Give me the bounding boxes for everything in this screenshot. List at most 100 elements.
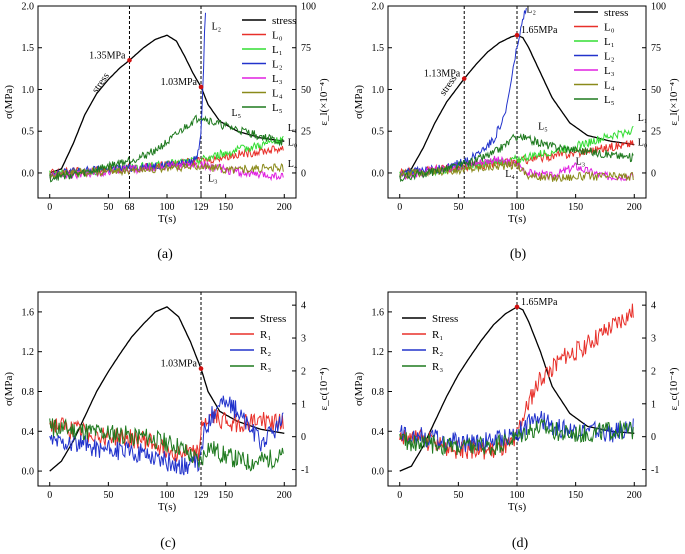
y-tick-label: 2.0 [22,2,35,13]
x-tick-label: 150 [568,490,583,501]
y2-tick-label: 75 [651,43,661,54]
curve-label-l0: L₀ [638,137,648,148]
legend-label-r1: R₁ [260,329,271,341]
y-tick-label: 0.0 [372,467,385,478]
legend-label-l4: L₄ [272,88,283,100]
legend-label-l2: L₂ [604,51,615,63]
curve-label-l0: L₀ [288,137,298,148]
x-axis-label: T(s) [508,501,527,513]
legend-label-r3: R₃ [432,361,443,373]
series-line-stress [49,34,285,174]
y-tick-label: 1.6 [22,307,35,318]
y-axis-label: σ(MPa) [3,85,15,119]
x-tick-label: 150 [568,202,583,213]
x-tick-label: 50 [453,202,463,213]
legend-label-r3: R₃ [260,361,271,373]
x-tick-label: 150 [218,490,233,501]
series-line-l2 [49,12,206,178]
x-tick-label: 129 [194,202,209,213]
series-line-l4 [399,159,634,183]
y-tick-label: 1.0 [372,85,385,96]
y2-tick-label: 50 [301,85,311,96]
series-line-r1 [49,409,284,463]
x-tick-label: 129 [194,490,209,501]
legend-label-stress: Stress [260,313,286,325]
y2-tick-label: 25 [301,127,311,138]
x-tick-label: 200 [627,490,642,501]
legend-label-r1: R₁ [432,329,443,341]
legend-label-l5: L₅ [604,94,615,106]
legend-label-l1: L₁ [272,44,283,56]
y2-tick-label: 100 [301,2,316,13]
y-tick-label: 1.5 [22,43,35,54]
chart-panel-1: 0 50 68 100 129 150 200 0.0 0.5 1.0 1.5 2.0 0 25 50 75 1… [3,2,330,226]
y2-tick-label: 0 [651,432,656,443]
x-tick-label: 150 [218,202,233,213]
legend-label-r2: R₂ [260,345,271,357]
x-tick-label: 100 [160,490,175,501]
curve-label-l5: L₅ [232,108,242,119]
legend-label-r2: R₂ [432,345,443,357]
annotated-point [514,304,520,310]
point-annotation: 1.03MPa [161,77,198,88]
x-tick-label: 50 [103,490,113,501]
y2-tick-label: 2 [651,366,656,377]
y2-tick-label: -1 [651,465,659,476]
curve-label-l1: L₁ [288,123,298,134]
y2-tick-label: 0 [301,432,306,443]
x-tick-label: 0 [47,490,52,501]
legend-label-l3: L₃ [272,73,283,85]
curve-label-stress: stress [90,71,112,96]
legend-label-stress: stress [604,7,628,19]
x-tick-label: 100 [510,202,525,213]
y2-axis-label: ε_l(×10⁻⁴) [318,78,330,126]
series-line-r2 [49,395,284,476]
legend-label-stress: Stress [432,313,458,325]
x-tick-label: 200 [277,202,292,213]
annotated-point [198,84,204,90]
y-tick-label: 1.0 [22,85,35,96]
y-axis-label: σ(MPa) [3,372,15,406]
y2-tick-label: 3 [651,334,656,345]
x-tick-label: 100 [160,202,175,213]
curve-label-l4: L₄ [288,159,298,170]
y2-tick-label: 4 [651,301,656,312]
y2-tick-label: 1 [301,399,306,410]
x-tick-label: 0 [397,490,402,501]
series-line-r3 [49,418,284,472]
curve-label-l2: L₂ [526,5,536,16]
curve-label-l3: L₃ [576,157,586,168]
chart-panel-2: 0 50 100 150 2000.00.51.01.52.00255075100T(s… [353,2,680,226]
y2-tick-label: 25 [651,127,661,138]
y2-tick-label: 0 [651,168,656,179]
x-tick-label: 200 [627,202,642,213]
y-tick-label: 1.2 [22,347,35,358]
legend-label-l3: L₃ [604,65,615,77]
y2-tick-label: 50 [651,85,661,96]
y-tick-label: 0.0 [22,467,35,478]
y2-tick-label: 3 [301,334,306,345]
point-annotation: 1.35MPa [89,50,126,61]
annotated-point [514,32,520,38]
legend-label-l0: L₀ [272,30,283,42]
point-annotation: 1.13MPa [424,69,461,80]
x-tick-label: 50 [453,490,463,501]
y-tick-label: 0.8 [372,387,385,398]
point-annotation: 1.03MPa [161,359,198,370]
y-tick-label: 0.5 [372,127,385,138]
curve-label-l1: L₁ [638,113,648,124]
y2-tick-label: 75 [301,43,311,54]
x-tick-label: 50 [103,202,113,213]
y-tick-label: 1.6 [372,307,385,318]
caption-c: (c) [160,536,176,551]
y-tick-label: 0.4 [372,427,385,438]
point-annotation: 1.65MPa [521,25,558,36]
legend-label-l5: L₅ [272,102,283,114]
curve-label-l5: L₅ [538,122,548,133]
legend-label-stress: stress [272,15,296,27]
y2-axis-label: ε_c(10⁻⁴) [668,367,680,410]
caption-d: (d) [512,536,529,551]
x-tick-label: 200 [277,490,292,501]
x-tick-label: 68 [124,202,134,213]
y2-tick-label: -1 [301,465,309,476]
